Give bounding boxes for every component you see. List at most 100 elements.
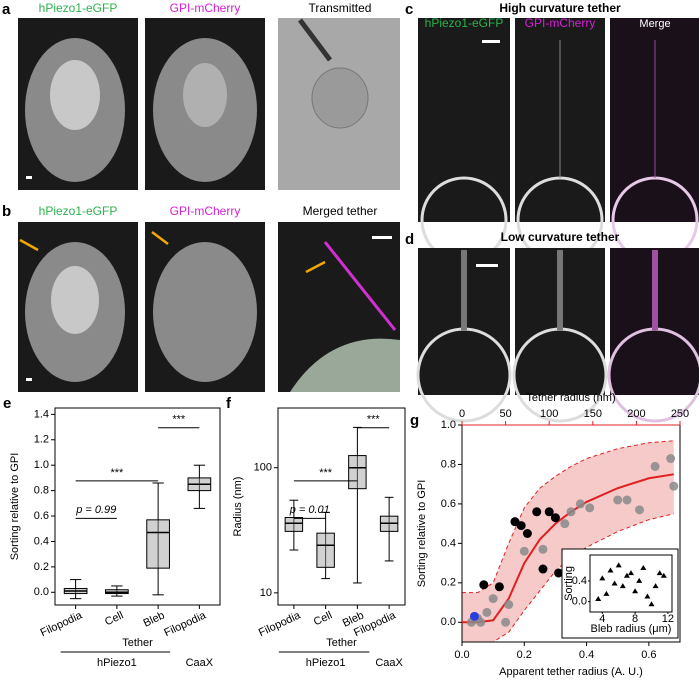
x2-tick-label: 100 [540,408,558,420]
point [566,507,576,517]
channel-label: Transmitted [309,1,372,15]
point [519,546,529,556]
point [504,600,514,610]
x-tick-label: 0.0 [454,649,469,661]
x-tick-label: Filopodia [162,609,208,639]
confidence-band [462,440,674,642]
annotation: *** [110,467,124,479]
plot-frame [277,407,406,606]
inset-y-tick-label: 0.0 [572,596,587,608]
y-tick-label: 0.0 [441,616,456,628]
x2-tick-label: 250 [671,408,689,420]
point [669,481,679,491]
group-label: CaaX [186,657,214,669]
plot-frame [54,407,221,606]
channel-label: Merged tether [303,204,378,218]
inset-point [628,570,634,576]
point [550,513,560,523]
x2-axis-label: Tether radius (nm) [526,392,615,404]
panel-letter: a [2,1,11,18]
y-tick-label: 0.2 [34,561,49,573]
box [284,517,304,532]
y-tick-label: 10 [260,587,272,599]
x-tick-label: Filopodia [257,609,303,639]
inset-point [640,564,647,570]
point [650,461,660,471]
band-edge [462,440,674,594]
y-tick-label: 1.0 [34,459,49,471]
point [469,611,479,621]
x-tick-label: Bleb [142,609,167,629]
point [538,544,548,554]
fit-line [462,473,674,624]
y-tick-label: 0.6 [34,510,49,522]
annotation: *** [172,414,186,426]
inset-frame [589,554,673,613]
y-tick-label: 0.0 [34,586,49,598]
point [532,507,542,517]
panel-letter: d [405,231,414,248]
point [482,607,492,617]
group-label: hPiezo1 [306,657,346,669]
point [479,580,489,590]
y-tick-label: 1.2 [34,434,49,446]
inset-point [611,580,618,586]
point [544,507,554,517]
annotation: p = 0.01 [289,504,330,516]
x-tick-label: 0.6 [641,649,656,661]
panel-letter: c [405,1,413,18]
inset-point [660,572,667,578]
inset-point [648,601,655,607]
x-axis-label: Apparent tether radius (A. U.) [499,666,643,678]
y-tick-label: 0.8 [441,458,456,470]
point [575,499,585,509]
inset-point [656,570,663,576]
group-label: Tether [122,637,153,649]
inset-x-tick-label: 8 [632,613,638,625]
y-axis-label: Radius (nm) [232,477,244,537]
micrograph [18,222,400,392]
group-label: Tether [326,637,357,649]
channel-label: GPI-mCherry [170,204,241,218]
channel-label: GPI-mCherry [170,1,241,15]
point [554,568,564,578]
box [348,455,367,490]
box [146,519,170,569]
y-tick-label: 0.2 [441,577,456,589]
channel-label: GPI-mCherry [525,16,596,30]
annotation: *** [367,414,381,426]
panel-title: Low curvature tether [501,230,620,244]
inset-x-label: Bleb radius (μm) [591,623,672,635]
point [516,521,526,531]
group-label: hPiezo1 [97,657,137,669]
y-tick-label: 0.8 [34,485,49,497]
inset-x-tick-label: 4 [599,613,605,625]
channel-label: hPiezo1-eGFP [425,16,504,30]
x2-tick-label: 200 [627,408,645,420]
y-tick-label: 100 [254,462,272,474]
inset-point [652,583,659,589]
annotation: p = 0.99 [75,504,116,516]
micrograph [18,18,400,190]
point [538,564,548,574]
inset-point [644,593,651,599]
point [585,503,595,513]
panel-letter: e [3,395,11,412]
y-axis-label: Sorting relative to GPI [416,480,428,588]
point [494,582,504,592]
inset-y-tick-label: 0.4 [572,575,587,587]
box [316,532,335,568]
inset-point [603,590,610,596]
y-tick-label: 1.0 [441,419,456,431]
point [622,495,632,505]
x-tick-label: Filopodia [39,609,85,639]
micrograph [416,248,699,423]
point [666,454,676,464]
inset-point [632,588,639,594]
y-tick-label: 1.4 [34,408,49,420]
inset-point [623,572,630,578]
inset-point [636,577,643,583]
x-tick-label: 0.4 [579,649,594,661]
inset-point [599,575,606,581]
